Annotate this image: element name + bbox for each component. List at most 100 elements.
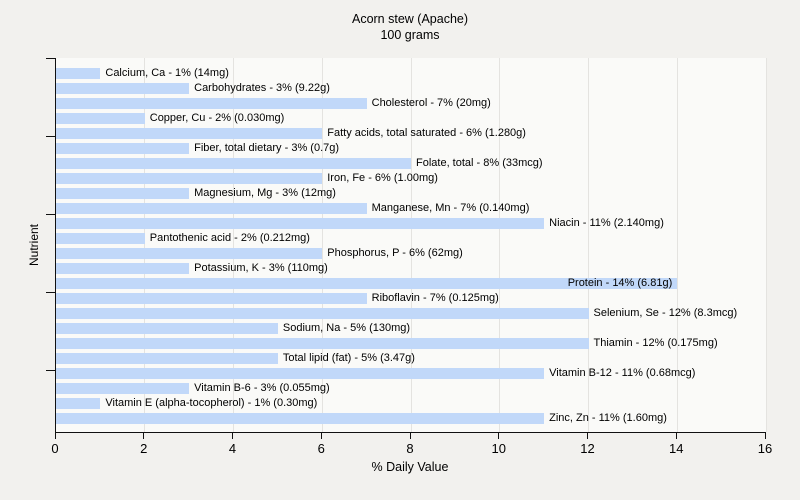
bar-row: Thiamin - 12% (0.175mg) [56,336,766,351]
x-tick-mark [764,433,766,439]
y-tick-mark [46,58,55,59]
y-tick-mark [46,369,55,371]
bar-row: Phosphorus, P - 6% (62mg) [56,246,766,261]
bar [56,308,589,319]
gridline [588,58,589,432]
x-tick-mark [498,433,500,439]
gridline [410,58,412,432]
bar-row: Copper, Cu - 2% (0.030mg) [56,111,766,126]
x-tick-mark [320,433,322,439]
bar-label: Niacin - 11% (2.140mg) [549,217,664,229]
bar [56,83,190,94]
bar-label: Cholesterol - 7% (20mg) [371,97,491,109]
bar-label: Pantothenic acid - 2% (0.212mg) [149,232,310,244]
bar-label: Vitamin E (alpha-tocopherol) - 1% (0.30m… [105,397,318,409]
x-tick-mark [675,433,677,439]
bar-row: Fiber, total dietary - 3% (0.7g) [56,141,766,156]
bar-row: Total lipid (fat) - 5% (3.47g) [56,351,766,366]
bar [56,263,190,274]
bar-label: Folate, total - 8% (33mcg) [416,157,543,169]
gridline [144,58,146,432]
bar-label: Vitamin B-12 - 11% (0.68mcg) [549,367,696,379]
x-tick-mark [232,433,233,439]
bar [56,233,145,244]
x-axis-label: % Daily Value [371,460,449,474]
y-tick-mark [46,213,55,215]
bar-label: Vitamin B-6 - 3% (0.055mg) [194,382,330,394]
bar-row: Protein - 14% (6.81g) [56,276,766,291]
bar-row: Vitamin E (alpha-tocopherol) - 1% (0.30m… [56,396,766,411]
bar-row: Selenium, Se - 12% (8.3mcg) [56,306,766,321]
bar-label: Fiber, total dietary - 3% (0.7g) [194,142,340,154]
bar-row: Magnesium, Mg - 3% (12mg) [56,186,766,201]
bar-label: Fatty acids, total saturated - 6% (1.280… [327,127,526,139]
bar-row: Carbohydrates - 3% (9.22g) [56,81,766,96]
gridline [321,58,323,432]
bar-label: Thiamin - 12% (0.175mg) [593,337,718,349]
bar-row: Cholesterol - 7% (20mg) [56,96,766,111]
bar-label: Calcium, Ca - 1% (14mg) [105,67,229,79]
bar-row: Potassium, K - 3% (110mg) [56,261,766,276]
x-tick-mark [54,433,56,439]
bar [56,68,101,79]
bar-row: Calcium, Ca - 1% (14mg) [56,66,766,81]
gridline [765,58,767,432]
bar-label: Manganese, Mn - 7% (0.140mg) [371,202,530,214]
x-tick-label: 2 [140,441,148,456]
bar-row: Pantothenic acid - 2% (0.212mg) [56,231,766,246]
bar [56,368,545,379]
x-tick-label: 4 [228,441,237,456]
chart-subtitle: 100 grams [380,28,440,42]
bar-row: Iron, Fe - 6% (1.00mg) [56,171,766,186]
x-tick-label: 12 [580,441,595,456]
bar [56,323,278,334]
bar [56,128,323,139]
plot-area: Calcium, Ca - 1% (14mg) Carbohydrates - 3… [55,58,767,433]
bar [56,203,367,214]
bar-row: Zinc, Zn - 11% (1.60mg) [56,411,766,426]
bar-row: Riboflavin - 7% (0.125mg) [56,291,766,306]
bar [56,218,545,229]
bar [56,353,278,364]
gridline [676,58,678,432]
bar-label: Protein - 14% (6.81g) [567,277,673,289]
x-tick-label: 10 [491,441,506,456]
gridline [233,58,234,432]
bar-row: Folate, total - 8% (33mcg) [56,156,766,171]
gridline [499,58,501,432]
bar-row: Manganese, Mn - 7% (0.140mg) [56,201,766,216]
bar-label: Zinc, Zn - 11% (1.60mg) [549,412,667,424]
x-tick-mark [143,433,145,439]
bar-label: Phosphorus, P - 6% (62mg) [327,247,463,259]
bar [56,383,190,394]
bar [56,398,101,409]
bar [56,278,678,289]
bar [56,338,589,349]
bar-label: Riboflavin - 7% (0.125mg) [371,292,499,304]
bar-row: Vitamin B-12 - 11% (0.68mcg) [56,366,766,381]
bar [56,293,367,304]
bar [56,98,367,109]
bar [56,143,190,154]
y-tick-mark [46,135,55,137]
bar-label: Potassium, K - 3% (110mg) [194,262,328,274]
bar-label: Total lipid (fat) - 5% (3.47g) [282,352,415,364]
y-axis-label: Nutrient [27,223,41,267]
x-tick-label: 6 [317,441,325,456]
bar [56,248,323,259]
bar-row: Sodium, Na - 5% (130mg) [56,321,766,336]
x-tick-label: 16 [757,441,773,456]
bar-label: Iron, Fe - 6% (1.00mg) [327,172,438,184]
bar-label: Magnesium, Mg - 3% (12mg) [194,187,336,199]
x-tick-label: 14 [669,441,684,456]
x-tick-mark [409,433,411,439]
x-tick-label: 0 [51,441,59,456]
bar [56,173,323,184]
bar-label: Copper, Cu - 2% (0.030mg) [149,112,285,124]
bar-row: Fatty acids, total saturated - 6% (1.280… [56,126,766,141]
bar-label: Selenium, Se - 12% (8.3mcg) [593,307,738,319]
x-tick-mark [587,433,588,439]
bar [56,413,545,424]
bar [56,188,190,199]
